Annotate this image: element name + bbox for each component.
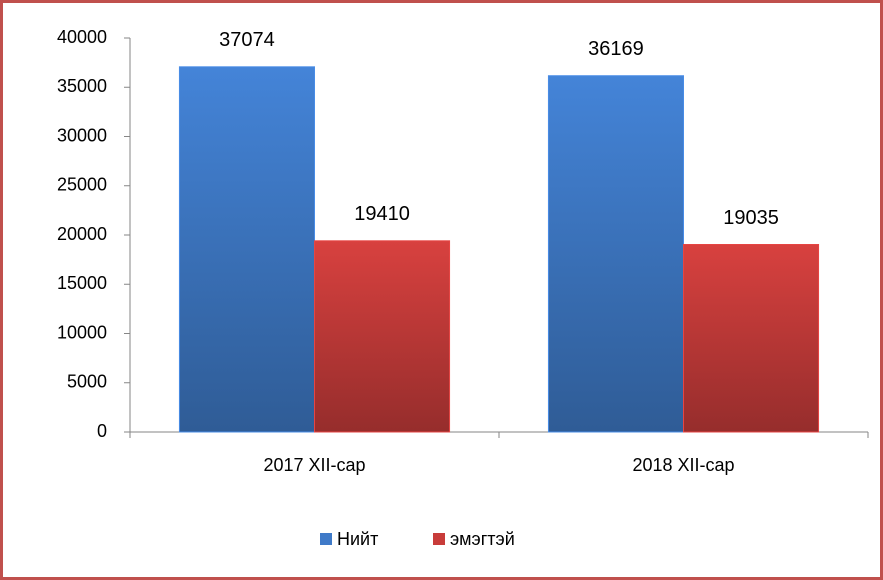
y-tick-label: 10000 [57,322,107,342]
legend-swatch [433,533,445,545]
y-tick-label: 20000 [57,224,107,244]
bar [547,75,684,433]
legend-swatch [320,533,332,545]
legend-label: Нийт [337,529,378,549]
y-tick-label: 15000 [57,273,107,293]
y-tick-label: 35000 [57,76,107,96]
bar [178,66,315,433]
data-label: 19410 [354,203,410,225]
y-tick-label: 30000 [57,125,107,145]
x-tick-label: 2017 XII-сар [263,455,365,475]
bar [683,244,820,433]
data-label: 19035 [723,207,779,229]
data-label: 36169 [588,38,644,60]
y-tick-label: 5000 [67,372,107,392]
y-tick-label: 25000 [57,175,107,195]
x-tick-label: 2018 XII-сар [632,455,734,475]
y-tick-label: 0 [97,421,107,441]
data-label: 37074 [219,29,275,51]
bar [314,240,451,433]
legend-label: эмэгтэй [450,529,515,549]
y-tick-label: 40000 [57,27,107,47]
